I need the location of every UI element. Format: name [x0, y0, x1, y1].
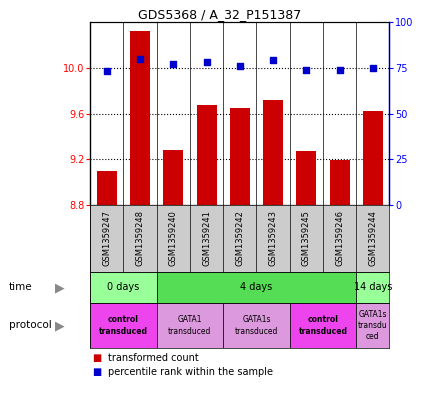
Text: GSM1359245: GSM1359245 [302, 211, 311, 266]
Text: GSM1359240: GSM1359240 [169, 211, 178, 266]
Point [369, 64, 376, 71]
Bar [157, 272, 356, 303]
Bar [296, 151, 316, 205]
Point [170, 61, 177, 67]
Text: GSM1359243: GSM1359243 [268, 211, 278, 266]
Text: transformed count: transformed count [108, 353, 198, 363]
Text: GSM1359248: GSM1359248 [136, 211, 145, 266]
Text: ■: ■ [92, 353, 102, 363]
Text: GSM1359247: GSM1359247 [103, 211, 111, 266]
Point [203, 59, 210, 65]
Text: GSM1359241: GSM1359241 [202, 211, 211, 266]
Bar [223, 303, 290, 348]
Bar [197, 105, 216, 205]
Text: protocol: protocol [9, 321, 51, 331]
Bar [290, 303, 356, 348]
Text: GDS5368 / A_32_P151387: GDS5368 / A_32_P151387 [138, 8, 302, 21]
Point [103, 68, 110, 75]
Bar [157, 303, 223, 348]
Bar [97, 171, 117, 205]
Text: control
transduced: control transduced [298, 316, 348, 336]
Point [270, 57, 277, 64]
Text: GATA1s
transduced: GATA1s transduced [235, 316, 278, 336]
Bar [163, 150, 183, 205]
Text: GSM1359242: GSM1359242 [235, 211, 244, 266]
Bar [363, 111, 383, 205]
Text: 4 days: 4 days [240, 283, 272, 292]
Point [136, 55, 143, 62]
Text: ▶: ▶ [55, 281, 64, 294]
Text: GATA1
transduced: GATA1 transduced [168, 316, 212, 336]
Point [303, 66, 310, 73]
Text: 14 days: 14 days [354, 283, 392, 292]
Bar [90, 303, 157, 348]
Text: GATA1s
transdu
ced: GATA1s transdu ced [358, 310, 388, 341]
Bar [356, 303, 389, 348]
Bar [330, 160, 349, 205]
Point [336, 66, 343, 73]
Bar [230, 108, 250, 205]
Bar [263, 100, 283, 205]
Bar [130, 31, 150, 205]
Point [236, 63, 243, 69]
Bar [356, 272, 389, 303]
Bar [90, 272, 157, 303]
Text: time: time [9, 283, 33, 292]
Text: GSM1359244: GSM1359244 [368, 211, 377, 266]
Text: 0 days: 0 days [107, 283, 139, 292]
Text: GSM1359246: GSM1359246 [335, 211, 344, 266]
Text: percentile rank within the sample: percentile rank within the sample [108, 367, 273, 377]
Text: ▶: ▶ [55, 319, 64, 332]
Text: control
transduced: control transduced [99, 316, 148, 336]
Text: ■: ■ [92, 367, 102, 377]
